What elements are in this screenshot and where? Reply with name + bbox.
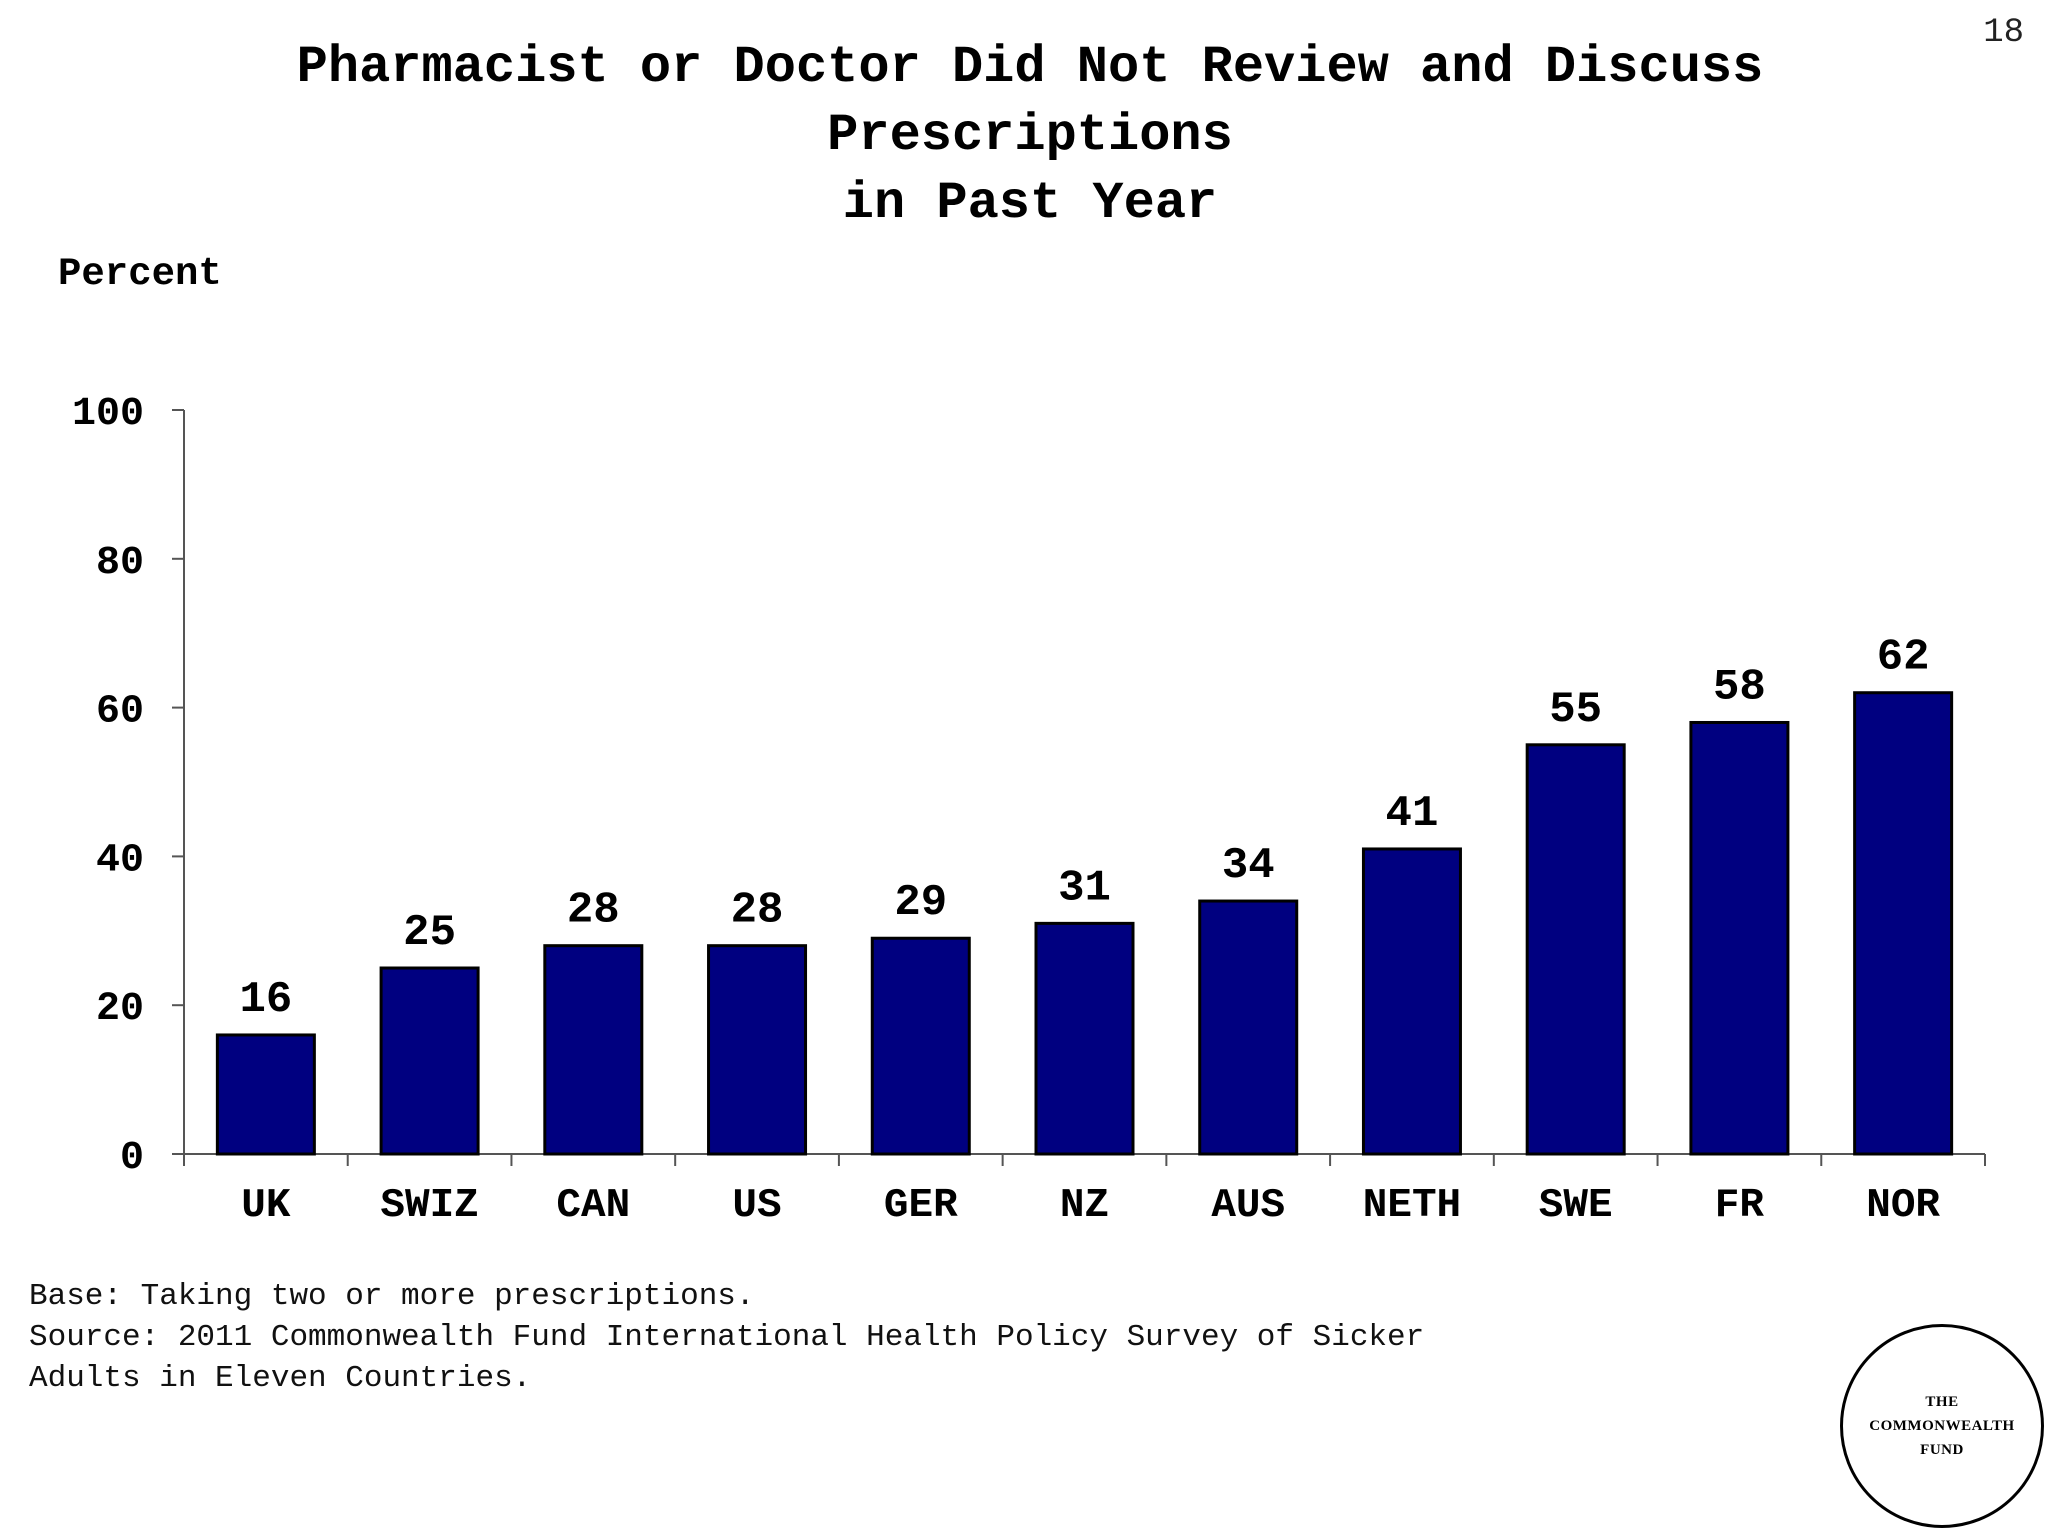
bar-neth <box>1361 847 1462 1156</box>
chart-title: Pharmacist or Doctor Did Not Review and … <box>150 34 1910 238</box>
data-label: 28 <box>731 886 784 936</box>
y-tick-label: 80 <box>96 541 144 586</box>
data-label: 34 <box>1222 841 1275 891</box>
logo-line: FUND <box>1920 1442 1964 1458</box>
data-label: 62 <box>1877 633 1930 683</box>
x-tick-label: AUS <box>1211 1183 1285 1229</box>
y-tick-label: 60 <box>96 690 144 735</box>
x-tick-label: GER <box>884 1183 958 1229</box>
footnote-source-cont: Adults in Eleven Countries. <box>29 1361 532 1396</box>
data-label: 16 <box>239 975 292 1025</box>
bar-can <box>543 944 644 1156</box>
x-tick-label: NETH <box>1363 1183 1461 1229</box>
bar-swiz <box>379 966 480 1156</box>
footnote-source: Source: 2011 Commonwealth Fund Internati… <box>29 1320 1425 1355</box>
bar-aus <box>1198 899 1299 1156</box>
y-axis-label: Percent <box>58 252 222 296</box>
x-tick-label: CAN <box>556 1183 630 1229</box>
data-label: 25 <box>403 908 456 958</box>
data-label: 55 <box>1549 685 1602 735</box>
bar-ger <box>870 936 971 1156</box>
slide-number: 18 <box>1983 14 2024 52</box>
data-label: 29 <box>894 878 947 928</box>
x-tick-label: NOR <box>1866 1183 1940 1229</box>
bar-fr <box>1689 720 1790 1156</box>
logo-line: COMMONWEALTH <box>1869 1418 2015 1434</box>
footnote: Base: Taking two or more prescriptions. … <box>29 1276 1424 1399</box>
data-label: 41 <box>1386 789 1439 839</box>
y-tick-label: 40 <box>96 838 144 883</box>
logo-line: THE <box>1925 1394 1959 1410</box>
y-tick-label: 20 <box>96 987 144 1032</box>
y-tick-label: 100 <box>72 392 144 437</box>
x-tick-label: SWIZ <box>380 1183 478 1229</box>
chart-title-line: Prescriptions <box>827 106 1233 165</box>
bar-uk <box>215 1033 316 1156</box>
data-label: 31 <box>1058 863 1111 913</box>
x-tick-label: UK <box>241 1183 291 1229</box>
footnote-base: Base: Taking two or more prescriptions. <box>29 1279 755 1314</box>
bar-nz <box>1034 921 1135 1156</box>
data-label: 28 <box>567 886 620 936</box>
bar-swe <box>1525 743 1626 1156</box>
chart-title-line: Pharmacist or Doctor Did Not Review and … <box>296 38 1764 97</box>
data-label: 58 <box>1713 662 1766 712</box>
bar-nor <box>1853 691 1954 1156</box>
x-tick-label: SWE <box>1539 1183 1613 1229</box>
x-tick-label: FR <box>1715 1183 1765 1229</box>
x-tick-label: NZ <box>1060 1183 1109 1229</box>
x-tick-label: US <box>732 1183 781 1229</box>
commonwealth-fund-logo: THE COMMONWEALTH FUND <box>1840 1324 2044 1528</box>
y-tick-label: 0 <box>120 1136 144 1181</box>
bar-us <box>707 944 808 1156</box>
chart-title-line: in Past Year <box>842 174 1218 233</box>
